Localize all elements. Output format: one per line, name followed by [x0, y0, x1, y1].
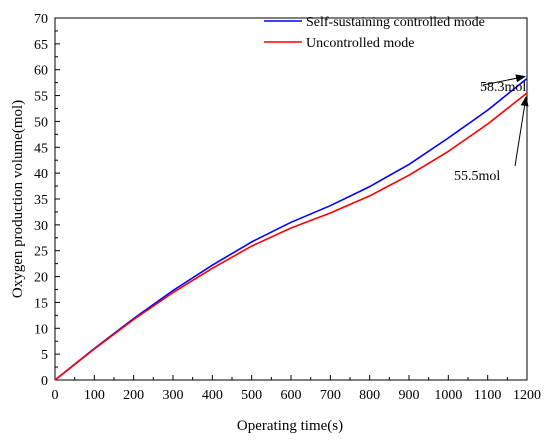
x-tick-label: 0 [52, 388, 59, 403]
y-tick-label: 55 [34, 90, 48, 105]
y-tick-label: 25 [34, 245, 48, 260]
annotations: 58.3mol 55.5mol [454, 74, 529, 184]
x-tick-label: 300 [163, 388, 184, 403]
x-tick-label: 400 [202, 388, 223, 403]
annotation-arrow-2 [514, 95, 529, 167]
y-tick-label: 65 [34, 38, 48, 53]
y-tick-label: 0 [41, 374, 48, 389]
x-tick-label: 1100 [474, 388, 501, 403]
y-tick-label: 35 [34, 193, 48, 208]
x-tick-label: 1200 [513, 388, 541, 403]
y-tick-label: 40 [34, 167, 48, 182]
y-tick-label: 15 [34, 296, 48, 311]
x-tick-label: 1000 [434, 388, 462, 403]
x-tick-label: 100 [84, 388, 105, 403]
x-tick-label: 700 [320, 388, 341, 403]
y-tick-label: 20 [34, 271, 48, 286]
x-axis-title: Operating time(s) [237, 418, 343, 434]
legend: Self-sustaining controlled mode Uncontrol… [264, 15, 485, 51]
annotation-label-2: 55.5mol [454, 169, 500, 184]
series-line-1 [54, 77, 528, 381]
y-axis-title: Oxygen production volume(mol) [10, 100, 26, 298]
y-tick-label: 70 [34, 12, 48, 27]
y-tick-label: 10 [34, 322, 48, 337]
ticks: 0 100 200 300 400 500 600 700 800 900 1000 1100 1200… [34, 12, 541, 403]
series [54, 77, 528, 381]
y-tick-label: 30 [34, 219, 48, 234]
x-tick-label: 800 [359, 388, 380, 403]
x-tick-label: 500 [241, 388, 262, 403]
legend-label-2: Uncontrolled mode [306, 36, 414, 51]
y-tick-label: 5 [41, 348, 48, 363]
annotation-label-1: 58.3mol [480, 80, 526, 95]
legend-label-1: Self-sustaining controlled mode [306, 15, 485, 30]
annotation-arrow-1 [482, 74, 526, 86]
series-line-2 [54, 92, 528, 381]
y-tick-label: 60 [34, 64, 48, 79]
x-tick-label: 600 [281, 388, 302, 403]
x-tick-label: 200 [123, 388, 144, 403]
y-tick-label: 45 [34, 141, 48, 156]
y-tick-label: 50 [34, 115, 48, 130]
x-tick-label: 900 [399, 388, 420, 403]
